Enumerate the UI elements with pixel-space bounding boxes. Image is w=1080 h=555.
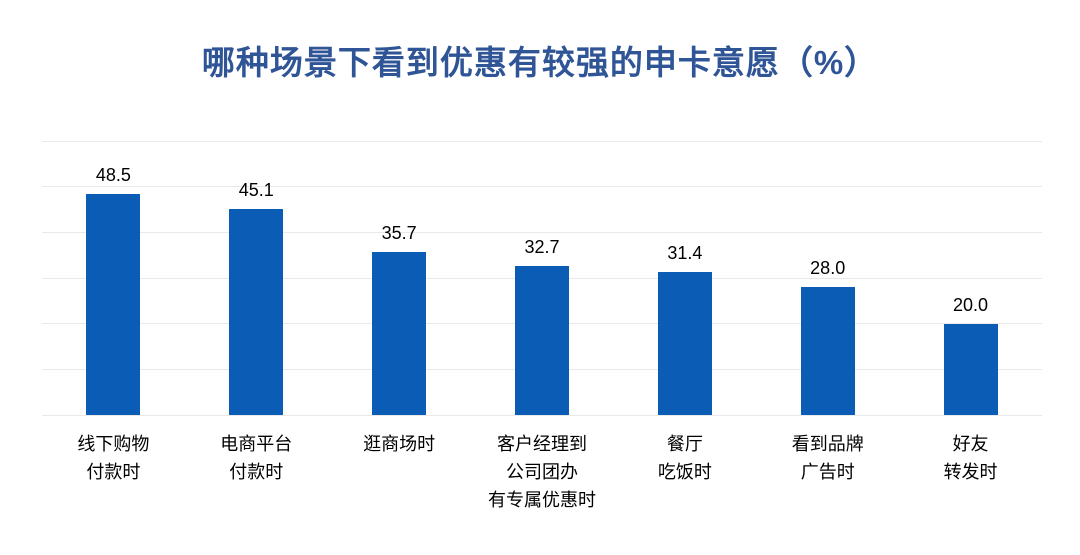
bar-5	[800, 287, 855, 415]
bar-value-label-5: 28.0	[810, 258, 846, 279]
bar-6	[943, 323, 998, 415]
bar-value-label-3: 32.7	[524, 236, 560, 257]
bar-0	[86, 193, 141, 415]
category-label-line: 转发时	[943, 462, 998, 482]
category-label-line: 付款时	[86, 462, 141, 482]
category-label-line: 吃饭时	[657, 462, 712, 482]
chart-title: 哪种场景下看到优惠有较强的申卡意愿（%）	[201, 44, 879, 81]
category-label-line: 有专属优惠时	[487, 490, 596, 510]
bar-value-label-1: 45.1	[238, 180, 274, 201]
category-label-6: 好友 转发时	[899, 430, 1042, 486]
bar-2	[372, 251, 427, 415]
category-label-line: 公司团办	[505, 462, 578, 482]
gridline-60	[42, 140, 1042, 142]
bar-4	[657, 271, 712, 415]
category-label-3: 客户经理到公司团办有专属优惠时	[471, 430, 614, 514]
gridline-50	[42, 186, 1042, 188]
bar-value-label-6: 20.0	[953, 294, 989, 315]
bar-1	[229, 209, 284, 415]
bar-value-label-4: 31.4	[667, 242, 703, 263]
category-label-0: 线下购物 付款时	[42, 430, 185, 486]
x-axis-labels: 线下购物 付款时 电商平台 付款时 逛商场时 客户经理到 公司团办 有专属优惠时 餐厅 吃饭时 看到…	[42, 430, 1042, 540]
bar-value-label-2: 35.7	[381, 222, 417, 243]
category-label-line: 好友	[952, 434, 989, 454]
category-label-line: 看到品牌	[791, 434, 864, 454]
category-label-line: 付款时	[229, 462, 284, 482]
gridline-0	[42, 414, 1042, 416]
plot-area: 48.5 45.1 35.7 32.7 31.4 28.0 20.0	[42, 140, 1042, 416]
category-label-line: 客户经理到	[496, 434, 587, 454]
category-label-2: 逛商场时	[328, 430, 471, 458]
category-label-1: 电商平台 付款时	[185, 430, 328, 486]
category-label-line: 逛商场时	[363, 434, 436, 454]
category-label-line: 广告时	[800, 462, 855, 482]
bar-value-label-0: 48.5	[95, 164, 131, 185]
category-label-line: 线下购物	[77, 434, 150, 454]
category-label-line: 餐厅	[666, 434, 703, 454]
category-label-line: 电商平台	[220, 434, 293, 454]
category-label-4: 餐厅 吃饭时	[613, 430, 756, 486]
category-label-5: 看到品牌 广告时	[756, 430, 899, 486]
bar-3	[515, 265, 569, 415]
gridline-40	[42, 231, 1042, 233]
